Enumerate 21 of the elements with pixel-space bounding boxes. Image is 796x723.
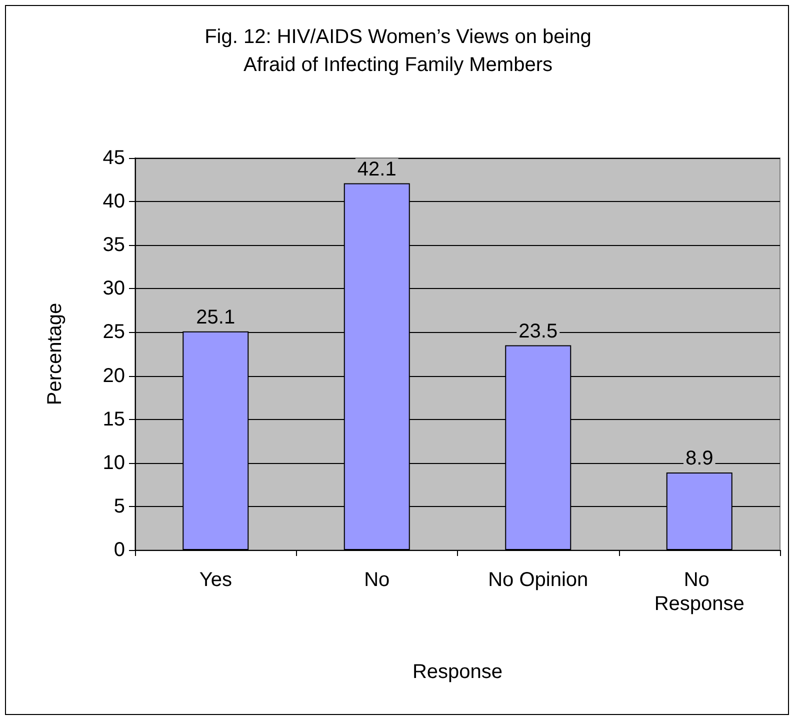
x-tick-label: Yes [199, 569, 232, 591]
y-tick-label: 35 [102, 234, 125, 256]
data-label: 25.1 [196, 306, 236, 328]
y-tick-label: 20 [102, 364, 125, 387]
y-tick-label: 15 [102, 408, 125, 430]
x-tick-label: No Response [654, 569, 744, 615]
x-tick-label: No [364, 569, 390, 591]
y-tick-label: 30 [102, 278, 125, 300]
y-tick-label: 25 [102, 321, 125, 344]
y-tick-label: 5 [114, 495, 125, 518]
y-tick-label: 0 [114, 539, 125, 561]
y-tick-label: 10 [102, 452, 125, 474]
data-label: 42.1 [357, 158, 396, 180]
data-label: 23.5 [518, 320, 558, 342]
y-axis-title: Percentage [44, 302, 66, 406]
chart-title: Fig. 12: HIV/AIDS Women’s Views on being Afraid of Infecting Family Members [204, 26, 592, 76]
x-axis-title: Response [412, 661, 503, 683]
x-tick-label: No Opinion [488, 569, 588, 591]
y-tick-label: 40 [102, 190, 125, 213]
y-tick-label: 45 [102, 147, 125, 169]
data-label: 8.9 [685, 447, 714, 470]
